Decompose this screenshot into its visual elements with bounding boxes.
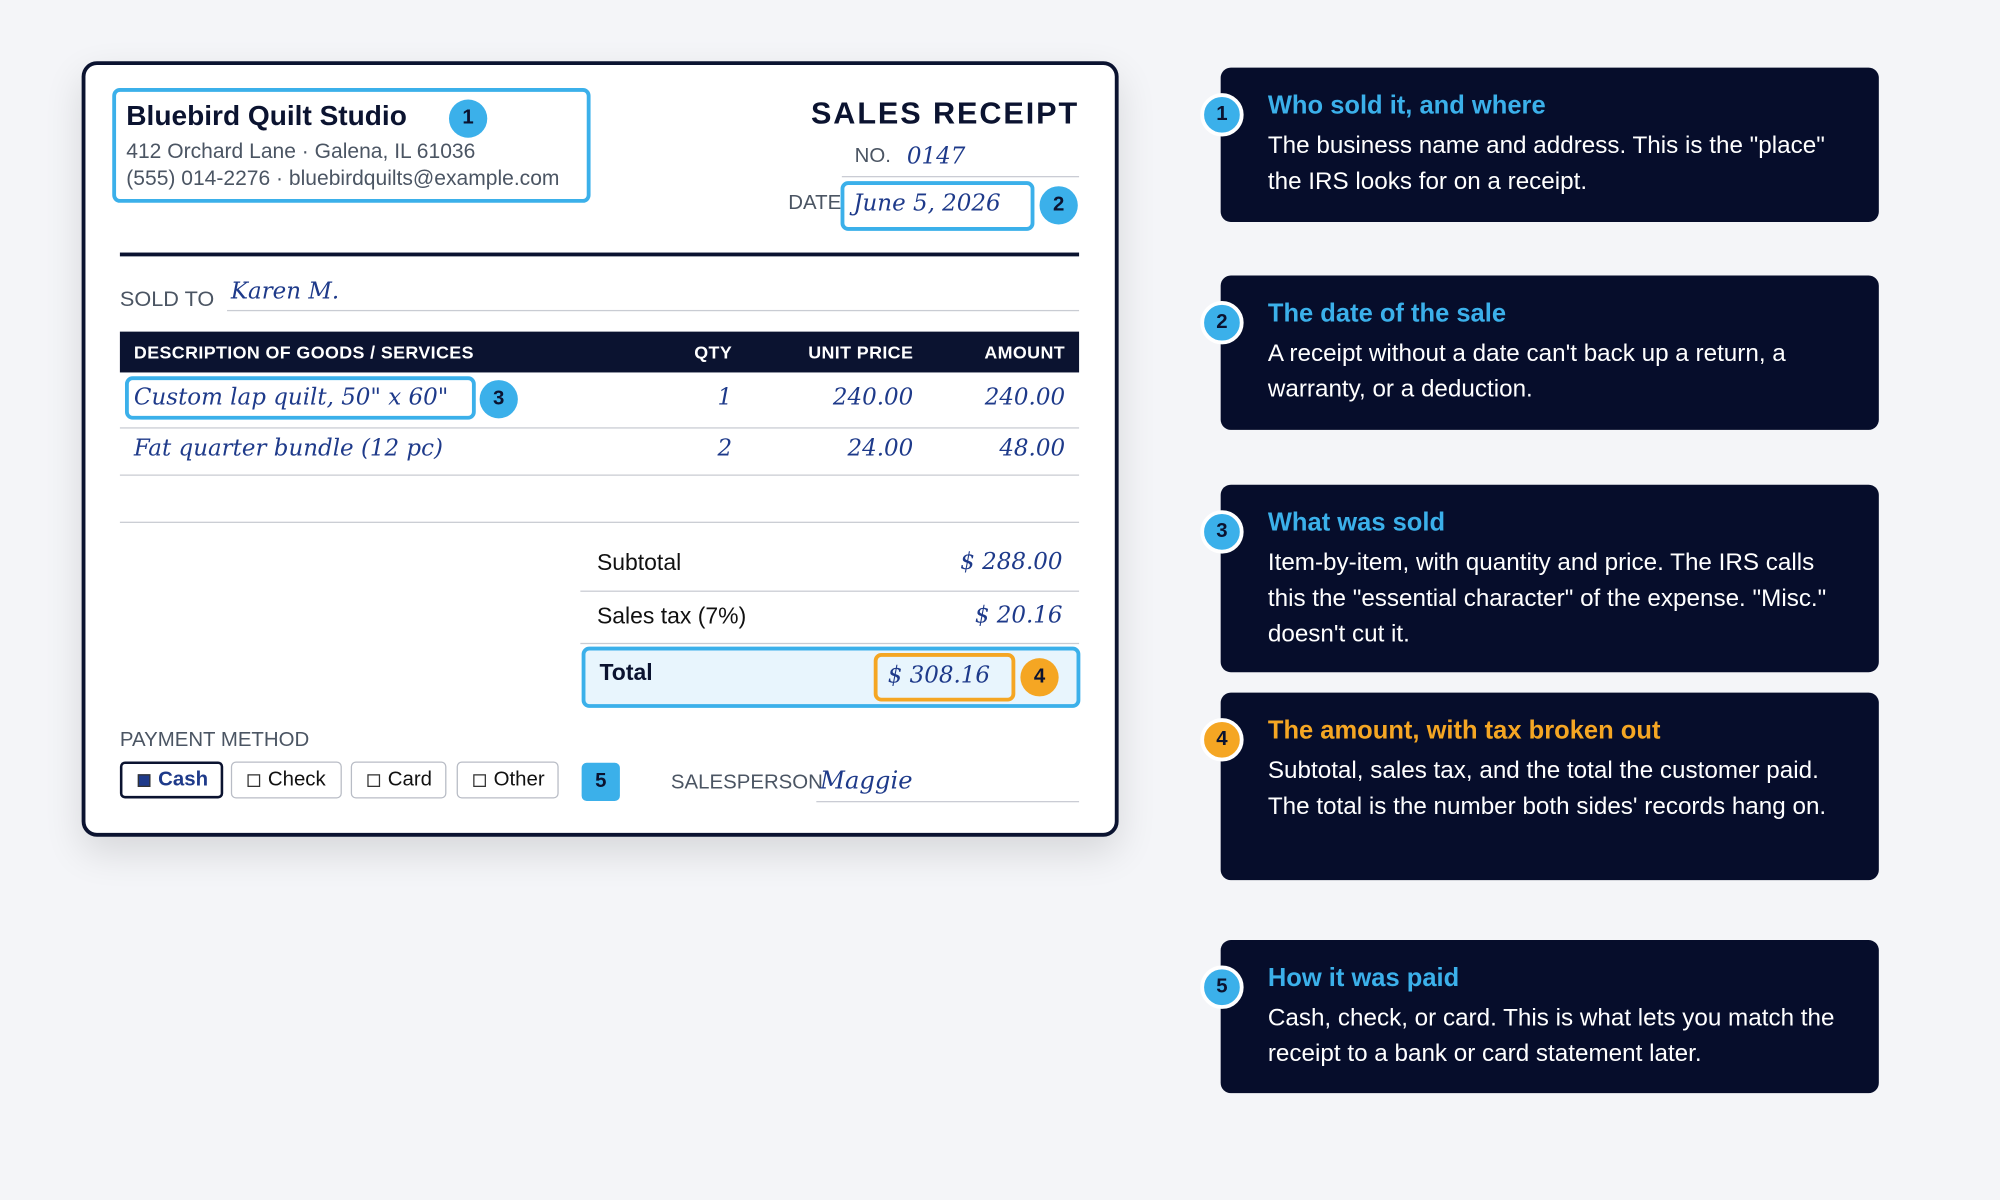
checkbox <box>473 773 486 787</box>
business-highlight <box>112 88 591 203</box>
cell: 48.00 <box>999 434 1066 462</box>
number-label: NO. <box>854 145 891 168</box>
receipt-number: 0147 <box>906 142 966 170</box>
cell: 2 <box>717 434 733 462</box>
total-amount-highlight <box>873 653 1016 702</box>
receipt-date: June 5, 2026 <box>853 190 1001 217</box>
salesperson-rule <box>816 801 1080 803</box>
callout-badge: 1 <box>1200 93 1244 137</box>
callout-badge: 2 <box>1200 301 1244 345</box>
tax-rule <box>580 642 1080 645</box>
item-description: Custom lap quilt, 50" x 60" <box>133 383 449 411</box>
callout-badge: 5 <box>1200 965 1244 1009</box>
badge: 1 <box>448 99 488 138</box>
business-address: 412 Orchard Lane · Galena, IL 61036 <box>126 140 476 164</box>
callout-body: Item-by-item, with quantity and price. T… <box>1267 549 1827 648</box>
date-label: DATE <box>788 192 842 215</box>
currency: $ <box>960 548 975 576</box>
badge: 5 <box>581 762 620 802</box>
option-label: Card <box>387 768 432 791</box>
callout: 3 What was sold Item-by-item, with quantit… <box>1200 484 1879 673</box>
column-header: QTY <box>694 341 733 363</box>
cell: 24.00 <box>847 434 914 462</box>
badge: 2 <box>1039 186 1078 225</box>
callout-title: Who sold it, and where <box>1267 91 1546 120</box>
table-end-rule <box>119 521 1080 523</box>
callout: 2 The date of the sale A receipt without a… <box>1200 275 1879 430</box>
callout-title: The date of the sale <box>1267 299 1507 328</box>
receipt-title: SALES RECEIPT <box>810 96 1080 132</box>
callout-body: Subtotal, sales tax, and the total the c… <box>1267 757 1827 821</box>
tax: $ 20.16 <box>975 602 1063 629</box>
row-rule <box>119 427 1080 429</box>
callout-title: The amount, with tax broken out <box>1267 716 1661 745</box>
total-value: 308.16 <box>909 661 991 689</box>
number-rule <box>841 176 1080 178</box>
item-highlight <box>124 376 476 420</box>
payment-label: PAYMENT METHOD <box>119 729 310 752</box>
sold-to-rule <box>227 309 1080 312</box>
currency: $ <box>887 661 903 689</box>
sold-to-label: SOLD TO <box>119 286 215 312</box>
salesperson: Maggie <box>820 766 913 795</box>
option-label: Cash <box>158 768 209 791</box>
cell: 1 <box>717 383 733 411</box>
badge: 4 <box>1020 658 1059 697</box>
payment-option[interactable]: Cash <box>119 761 224 799</box>
callout-badge: 3 <box>1200 510 1244 554</box>
column-header: DESCRIPTION OF GOODS / SERVICES <box>133 341 474 363</box>
option-label: Other <box>493 768 545 791</box>
tax-label: Sales tax (7%) <box>596 603 747 629</box>
salesperson-label: SALESPERSON <box>670 771 823 794</box>
callout-body: A receipt without a date can't back up a… <box>1267 340 1786 404</box>
callout-title: What was sold <box>1267 508 1446 537</box>
tax-value: 20.16 <box>996 602 1063 629</box>
date-highlight <box>840 181 1035 231</box>
checkbox <box>137 773 151 787</box>
subtotal-value: 288.00 <box>982 548 1063 576</box>
callout-badge: 4 <box>1200 718 1244 762</box>
total-label: Total <box>599 659 653 685</box>
subtotal: $ 288.00 <box>960 548 1062 575</box>
column-header: UNIT PRICE <box>808 341 914 363</box>
callout: 1 Who sold it, and where The business name… <box>1200 67 1879 222</box>
item-description: Fat quarter bundle (12 pc) <box>133 434 443 462</box>
callout: 5 How it was paid Cash, check, or card. Th… <box>1200 940 1879 1094</box>
sold-to: Karen M. <box>230 278 340 305</box>
cell: 240.00 <box>984 383 1066 411</box>
row-rule <box>119 474 1080 476</box>
callout-body: Cash, check, or card. This is what lets … <box>1267 1005 1835 1068</box>
payment-option[interactable]: Other <box>456 761 559 799</box>
badge: 3 <box>479 380 518 419</box>
column-header: AMOUNT <box>984 341 1066 363</box>
callout-body: The business name and address. This is t… <box>1267 132 1825 196</box>
divider <box>119 252 1080 257</box>
option-label: Check <box>267 768 326 791</box>
payment-option[interactable]: Card <box>350 761 447 799</box>
cell: 240.00 <box>832 383 914 411</box>
callout-title: How it was paid <box>1267 964 1460 993</box>
currency: $ <box>974 602 990 629</box>
table-header <box>119 331 1080 373</box>
total: $ 308.16 <box>888 662 990 689</box>
checkbox <box>247 773 261 787</box>
subtotal-rule <box>580 590 1080 592</box>
business-name: Bluebird Quilt Studio <box>126 99 407 132</box>
callout: 4 The amount, with tax broken out Subtotal… <box>1200 692 1879 881</box>
checkbox <box>367 773 381 787</box>
payment-option[interactable]: Check <box>230 761 342 799</box>
business-contact: (555) 014-2276 · bluebirdquilts@example.… <box>126 167 560 191</box>
subtotal-label: Subtotal <box>596 549 682 576</box>
